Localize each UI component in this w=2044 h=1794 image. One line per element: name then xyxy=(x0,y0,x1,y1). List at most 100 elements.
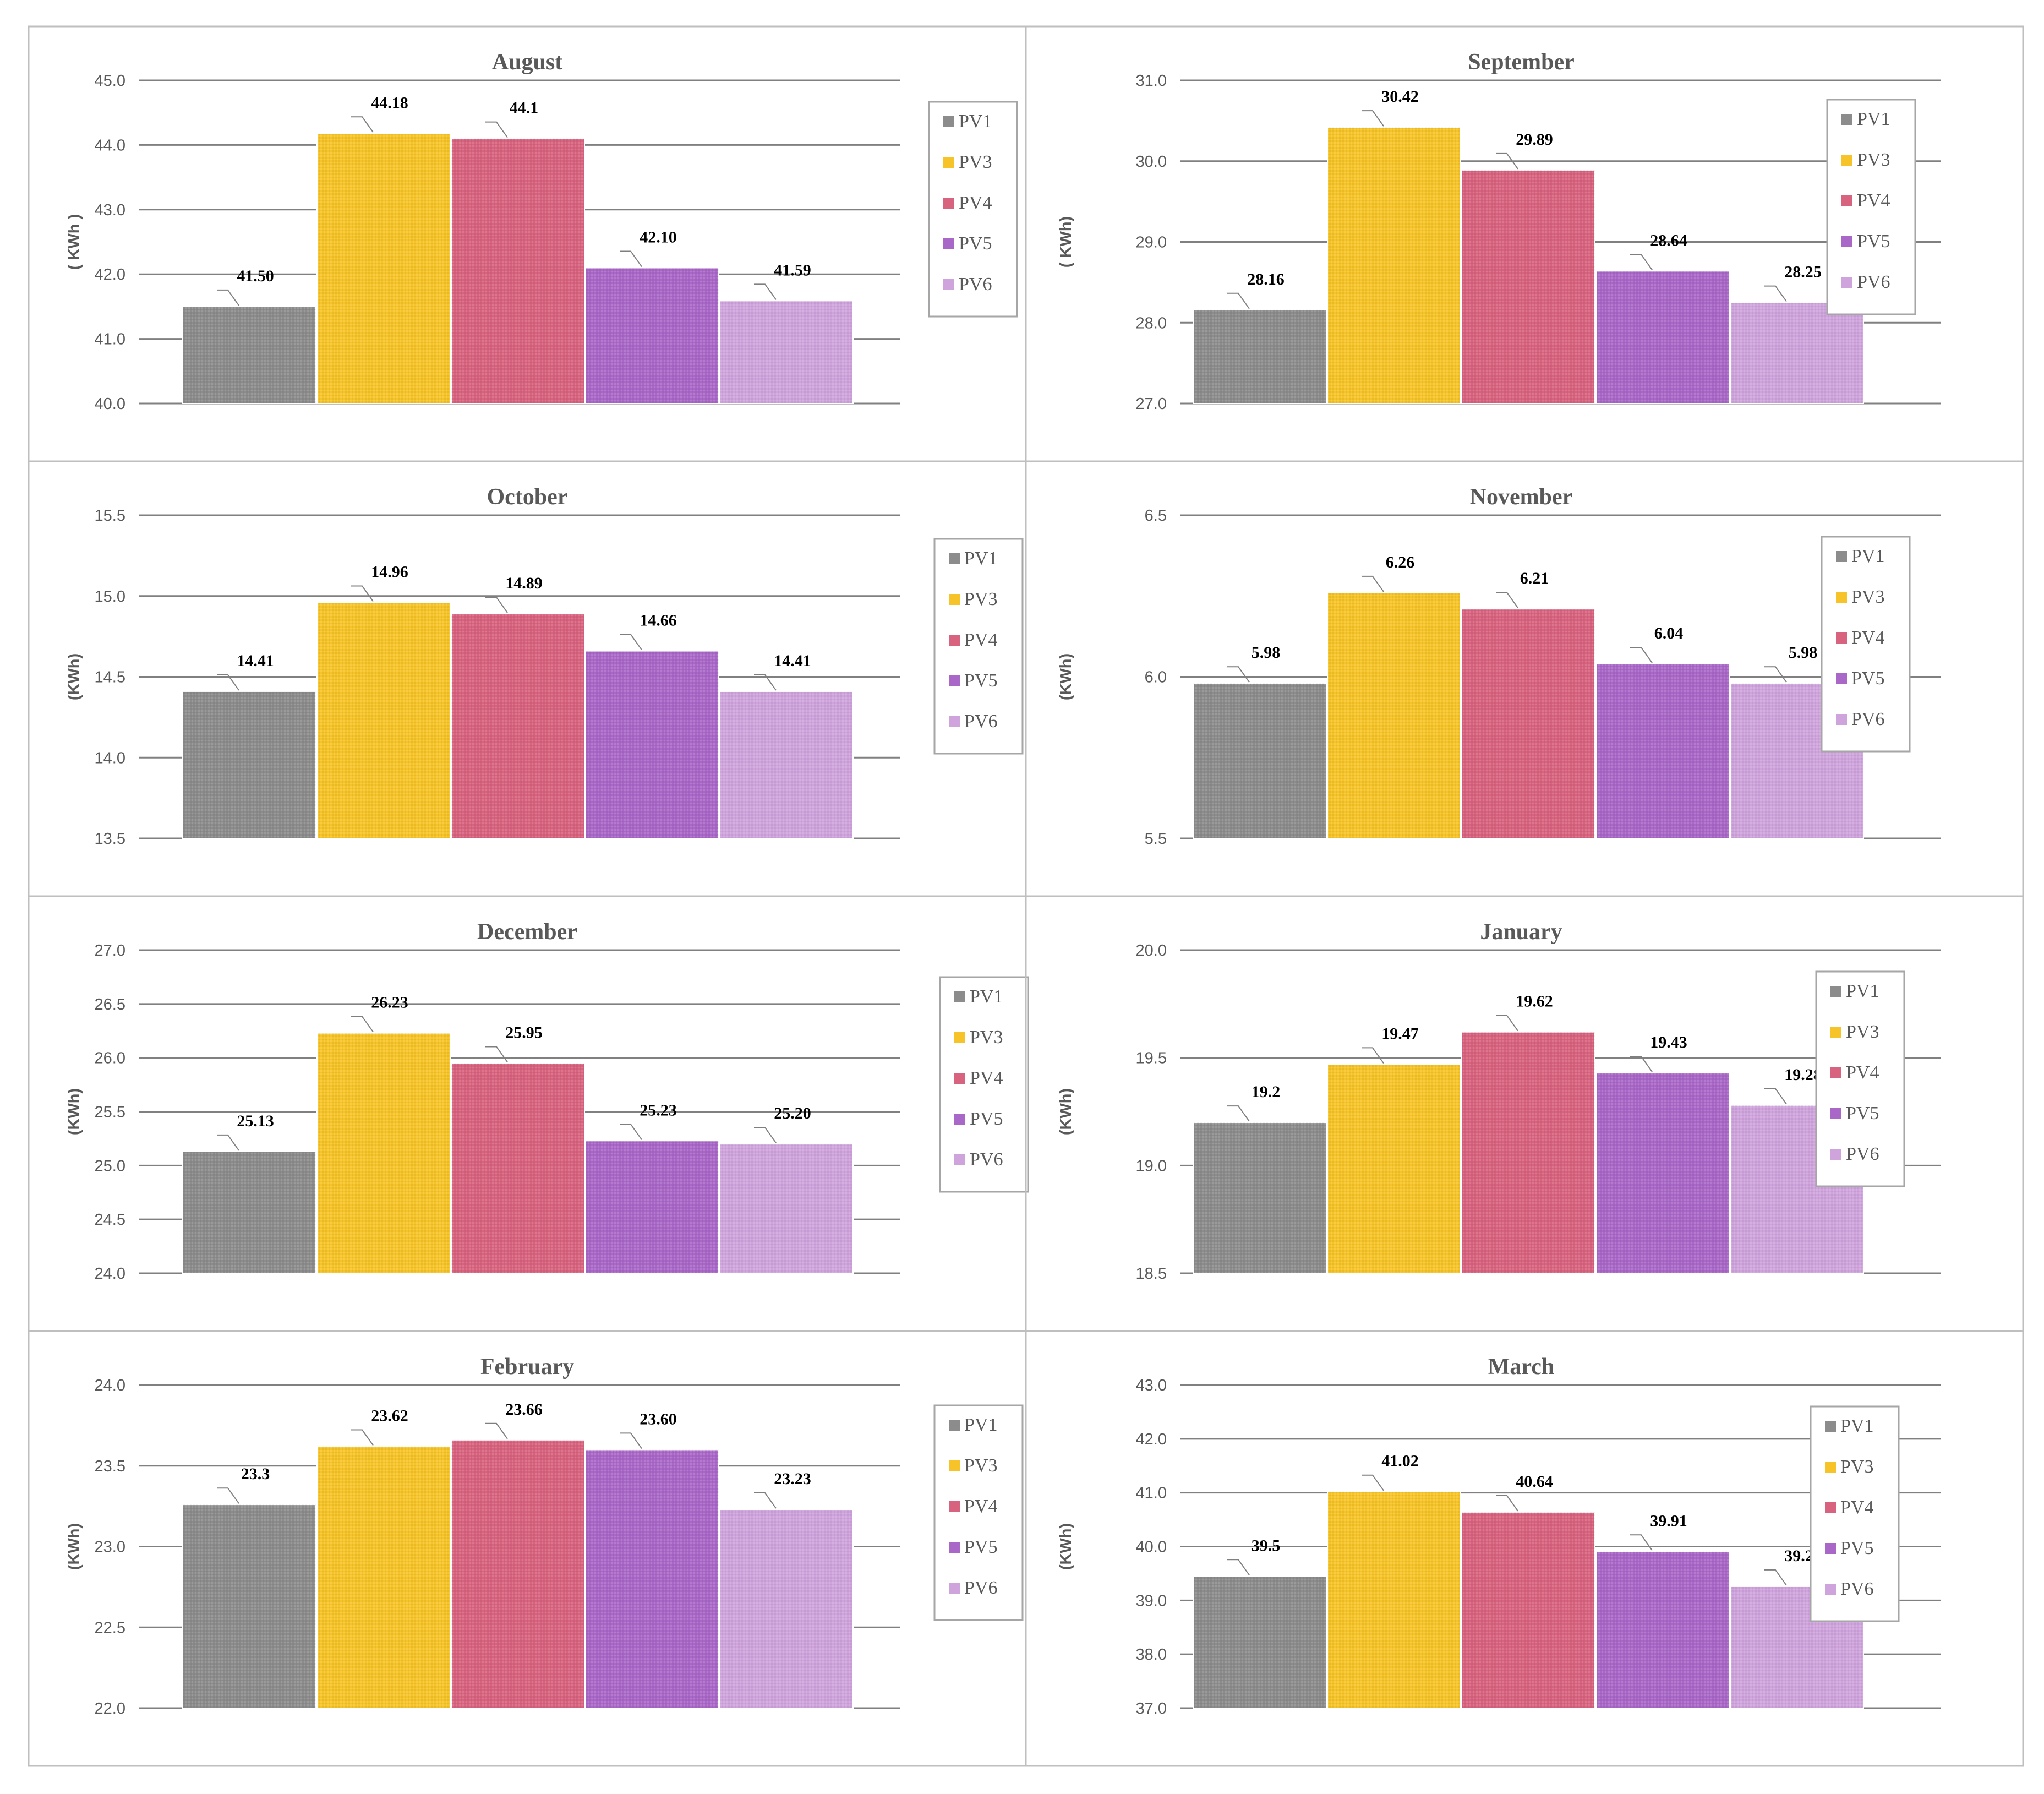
chart-panel-february: February 22.0 22.5 23.0 23.5 24.0 (KWh) 23.3 23.… xyxy=(28,1330,1027,1767)
chart-panel-march: March 37.0 38.0 39.0 40.0 41.0 42.0 43.0 (KWh) 39… xyxy=(1025,1330,2024,1767)
data-label: 25.20 xyxy=(774,1104,811,1122)
data-label-leader xyxy=(1227,292,1250,309)
y-tick-label: 24.0 xyxy=(95,1265,125,1283)
data-label-leader xyxy=(1496,1015,1518,1032)
y-axis-label: ( KWh) xyxy=(1057,216,1075,268)
legend-label: PV5 xyxy=(1851,668,1884,689)
data-label-leader xyxy=(217,289,239,306)
legend-label: PV1 xyxy=(970,986,1003,1007)
data-label: 5.98 xyxy=(1251,644,1281,662)
legend-label: PV3 xyxy=(959,152,992,172)
legend-swatch-pv6 xyxy=(1825,1584,1836,1595)
bar-texture xyxy=(317,602,450,838)
y-tick-label: 31.0 xyxy=(1136,72,1167,90)
bar-texture xyxy=(1327,1064,1461,1273)
data-label-leader xyxy=(217,1134,239,1151)
legend-label: PV5 xyxy=(1857,231,1890,252)
data-label: 44.18 xyxy=(371,94,408,112)
data-label-leader xyxy=(1496,1495,1518,1512)
panel-border xyxy=(1025,1330,2024,1767)
data-label-leader xyxy=(351,1016,374,1033)
chart-panel-january: January 18.5 19.0 19.5 20.0 (KWh) 19.2 19.47 19.… xyxy=(1025,895,2024,1332)
legend-swatch-pv1 xyxy=(943,116,954,127)
legend-swatch-pv1 xyxy=(954,991,965,1002)
legend-label: PV3 xyxy=(964,1455,997,1476)
data-label: 23.60 xyxy=(640,1410,677,1428)
y-tick-label: 40.0 xyxy=(1136,1539,1167,1556)
legend-swatch-pv6 xyxy=(949,1583,960,1594)
data-label: 6.04 xyxy=(1654,624,1684,642)
data-label-leader xyxy=(351,585,374,602)
data-label: 14.89 xyxy=(505,574,543,592)
legend-swatch-pv5 xyxy=(1825,1543,1836,1554)
y-tick-label: 44.0 xyxy=(95,137,125,154)
bar-texture xyxy=(720,301,853,403)
data-label: 23.66 xyxy=(505,1400,543,1419)
data-label-leader xyxy=(1764,1569,1787,1586)
data-label: 19.43 xyxy=(1650,1033,1687,1051)
legend-label: PV4 xyxy=(970,1068,1003,1088)
legend-label: PV6 xyxy=(1851,709,1884,729)
data-label-leader xyxy=(620,634,642,651)
chart-title: December xyxy=(477,919,577,945)
legend-swatch-pv1 xyxy=(1841,114,1852,125)
data-label-leader xyxy=(485,1046,508,1063)
bar-texture xyxy=(451,614,584,838)
data-label-leader xyxy=(1630,1534,1653,1551)
bar-texture xyxy=(1193,1576,1326,1708)
bar-texture xyxy=(317,1033,450,1273)
legend-label: PV6 xyxy=(959,274,992,295)
data-label-leader xyxy=(485,121,508,138)
bar-texture xyxy=(1462,1512,1595,1708)
y-tick-label: 24.5 xyxy=(95,1211,125,1229)
y-tick-label: 42.0 xyxy=(1136,1431,1167,1448)
legend-swatch-pv5 xyxy=(949,675,960,686)
data-label: 26.23 xyxy=(371,994,408,1012)
data-label: 30.42 xyxy=(1381,88,1419,106)
y-axis-label: (KWh) xyxy=(65,653,83,700)
data-label-leader xyxy=(754,283,777,300)
legend-swatch-pv4 xyxy=(1830,1067,1841,1078)
chart-title: January xyxy=(1480,919,1562,945)
data-label-leader xyxy=(1362,1047,1384,1064)
data-label-leader xyxy=(1764,285,1787,302)
chart-title: October xyxy=(487,484,568,510)
bar-texture xyxy=(720,1509,853,1708)
data-label-leader xyxy=(1630,254,1653,270)
legend-swatch-pv3 xyxy=(949,594,960,605)
legend-label: PV6 xyxy=(1846,1144,1879,1164)
bar-texture xyxy=(1596,1551,1729,1708)
y-tick-label: 42.0 xyxy=(95,266,125,283)
legend-label: PV1 xyxy=(1846,981,1879,1001)
data-label: 14.96 xyxy=(371,563,408,581)
legend-swatch-pv1 xyxy=(1830,986,1841,997)
legend-label: PV1 xyxy=(1840,1416,1873,1436)
legend-label: PV4 xyxy=(959,193,992,213)
y-axis-label: (KWh) xyxy=(1057,1088,1075,1135)
legend-swatch-pv4 xyxy=(949,1501,960,1512)
y-tick-label: 25.0 xyxy=(95,1157,125,1175)
data-label-leader xyxy=(1764,666,1787,683)
legend-label: PV6 xyxy=(964,1578,997,1598)
y-axis-label: ( KWh ) xyxy=(65,214,83,270)
legend-swatch-pv1 xyxy=(949,553,960,564)
data-label: 6.21 xyxy=(1520,569,1549,587)
data-label-leader xyxy=(217,674,239,691)
data-label: 28.25 xyxy=(1784,263,1822,281)
data-label-leader xyxy=(1630,647,1653,663)
y-tick-label: 38.0 xyxy=(1136,1646,1167,1664)
data-label: 28.64 xyxy=(1650,231,1687,249)
data-label: 25.23 xyxy=(640,1101,677,1119)
legend-swatch-pv6 xyxy=(1841,277,1852,288)
data-label: 39.5 xyxy=(1251,1536,1281,1555)
legend-swatch-pv1 xyxy=(1836,551,1847,562)
data-label-leader xyxy=(620,250,642,268)
legend-swatch-pv3 xyxy=(1830,1027,1841,1038)
data-label: 25.95 xyxy=(505,1023,543,1041)
y-tick-label: 39.0 xyxy=(1136,1592,1167,1610)
bar-texture xyxy=(451,1439,584,1708)
data-label-leader xyxy=(1362,575,1384,592)
legend-swatch-pv1 xyxy=(1825,1421,1836,1432)
legend-swatch-pv3 xyxy=(1825,1462,1836,1473)
data-label: 25.13 xyxy=(237,1112,274,1130)
